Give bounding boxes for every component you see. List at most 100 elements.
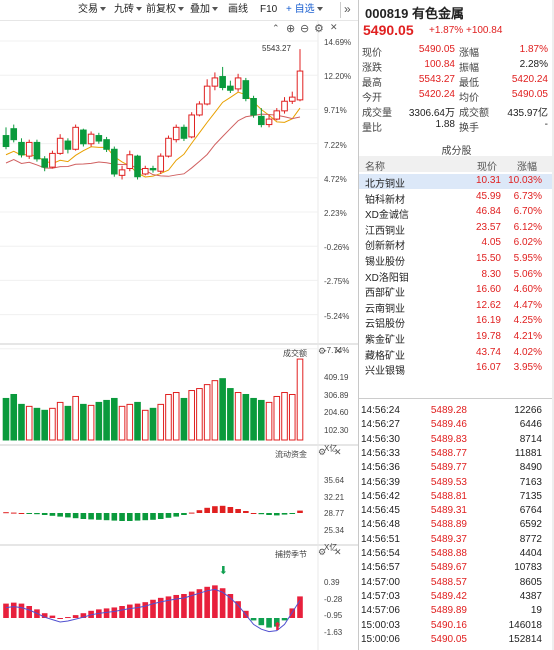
flow-bar	[49, 513, 56, 516]
stat-value: 5420.24	[511, 74, 548, 85]
volume-bar	[281, 392, 288, 441]
stock-change: 4.02%	[513, 346, 542, 358]
candle	[126, 150, 134, 172]
candle	[296, 49, 304, 102]
volume-settings-icon[interactable]: ⚙	[318, 346, 327, 356]
sector-row[interactable]: XD洛阳钼 8.30 5.06%	[359, 268, 554, 284]
volume-bar	[258, 399, 265, 441]
stock-change: 5.06%	[513, 268, 542, 280]
season-close-icon[interactable]: ✕	[334, 547, 342, 557]
settings-icon[interactable]: ⚙	[314, 23, 324, 35]
season-bar	[41, 613, 48, 618]
tick-time: 14:57:00	[361, 576, 400, 588]
sector-row[interactable]: 西部矿业 16.60 4.60%	[359, 283, 554, 299]
candle	[134, 154, 141, 180]
season-title: 捕捞季节	[275, 550, 307, 559]
tick-time: 14:56:36	[361, 462, 400, 474]
chart-area: ⬇ ⬆ ⌃ ⊕ ⊖ ⚙ ✕ 5543.27 14.69% 12.20% 9.71% 7.…	[0, 21, 358, 650]
stat-value: 3306.64万	[408, 108, 455, 119]
season-bar	[188, 591, 195, 618]
flow-bar	[96, 513, 102, 520]
col-price[interactable]: 现价	[477, 162, 497, 173]
collapse-icon[interactable]: ⌃	[272, 23, 280, 33]
stat-label: 今开	[362, 93, 382, 104]
more-icon[interactable]: »	[344, 2, 351, 16]
volume-bar	[2, 397, 10, 441]
quote-stat-row: 成交量 3306.64万 成交额 435.97亿	[359, 104, 554, 119]
axis-tick-label: 25.34	[324, 525, 345, 535]
sector-row[interactable]: 云南铜业 12.62 4.47%	[359, 299, 554, 315]
stock-change: 6.70%	[513, 206, 542, 218]
flow-settings-icon[interactable]: ⚙	[318, 447, 327, 457]
sell-signal-arrow-icon: ⬇	[219, 565, 228, 577]
tick-time: 15:00:03	[361, 619, 400, 631]
tick-row: 14:57:03 5489.42 4387	[359, 591, 554, 604]
sector-row[interactable]: 北方铜业 10.31 10.03%	[359, 174, 554, 190]
overlay-button[interactable]: 叠加	[190, 3, 218, 17]
panel-splitter[interactable]	[358, 0, 359, 650]
sector-row[interactable]: 铂科新材 45.99 6.73%	[359, 190, 554, 206]
tick-price: 5489.89	[430, 605, 467, 617]
nine-brick-button[interactable]: 九砖	[114, 3, 142, 17]
stock-name: 创新新材	[365, 241, 405, 253]
candle	[25, 139, 33, 159]
stock-change: 6.02%	[513, 237, 542, 249]
season-bar	[80, 613, 87, 618]
stat-value: -	[544, 119, 548, 130]
axis-tick-label: -0.28	[324, 594, 343, 604]
tick-price: 5488.77	[430, 447, 467, 459]
season-bar	[126, 604, 133, 618]
remove-indicator-icon[interactable]: ⊖	[300, 23, 310, 35]
volume-bar	[56, 401, 64, 441]
sector-row[interactable]: XD金诚信 46.84 6.70%	[359, 205, 554, 221]
flow-bar	[65, 513, 71, 518]
volume-bar	[25, 405, 33, 441]
volume-bar	[227, 388, 234, 441]
candle	[250, 95, 257, 118]
stock-price: 12.62	[475, 299, 501, 311]
volume-bar	[242, 393, 250, 441]
kline-chart[interactable]: ⬇⬆	[0, 21, 358, 650]
f10-button[interactable]: F10	[260, 4, 278, 15]
axis-tick-label: -7.74%	[324, 345, 350, 355]
stock-change: 4.47%	[513, 299, 542, 311]
stat-value: 5420.24	[418, 89, 455, 100]
moving-average-line	[5, 113, 301, 177]
season-bar	[119, 606, 125, 618]
season-bar	[142, 602, 149, 618]
axis-tick-label: 0.39	[324, 578, 340, 587]
adjust-button[interactable]: 前复权	[146, 3, 184, 17]
stock-name: 江西铜业	[365, 225, 405, 237]
quote-stat-row: 现价 5490.05 涨幅 1.87%	[359, 44, 554, 59]
add-watchlist-button[interactable]: + 自选	[286, 3, 323, 17]
trade-button[interactable]: 交易	[78, 3, 106, 17]
season-bar	[3, 603, 9, 618]
sector-row[interactable]: 紫金矿业 19.78 4.21%	[359, 330, 554, 346]
axis-tick-label: -2.75%	[324, 277, 350, 287]
stock-change: 3.95%	[513, 362, 542, 374]
sector-row[interactable]: 云铝股份 16.19 4.25%	[359, 314, 554, 330]
stock-price: 8.30	[481, 268, 501, 280]
season-settings-icon[interactable]: ⚙	[318, 547, 327, 557]
candle	[196, 101, 203, 117]
add-indicator-icon[interactable]: ⊕	[286, 23, 296, 35]
scrollbar[interactable]	[552, 0, 554, 650]
axis-tick-label: -0.26%	[324, 243, 350, 253]
sector-row[interactable]: 创新新材 4.05 6.02%	[359, 236, 554, 253]
sector-row[interactable]: 兴业银锡 16.07 3.95%	[359, 361, 554, 377]
col-name[interactable]: 名称	[365, 162, 385, 173]
flow-bar	[111, 513, 118, 521]
season-bar	[10, 602, 17, 618]
stat-value: 100.84	[424, 59, 455, 70]
draw-line-button[interactable]: 画线	[228, 4, 248, 15]
flow-close-icon[interactable]: ✕	[334, 447, 342, 457]
sector-row[interactable]: 锡业股份 15.50 5.95%	[359, 252, 554, 268]
col-pct[interactable]: 涨幅	[517, 162, 537, 173]
sector-row[interactable]: 江西铜业 23.57 6.12%	[359, 221, 554, 237]
sector-row[interactable]: 藏格矿业 43.74 4.02%	[359, 346, 554, 362]
tick-time: 14:57:03	[361, 590, 400, 602]
volume-close-icon[interactable]: ✕	[334, 346, 342, 356]
peak-label: 5543.27	[262, 44, 291, 53]
candle	[149, 165, 157, 173]
close-icon[interactable]: ✕	[330, 22, 338, 32]
